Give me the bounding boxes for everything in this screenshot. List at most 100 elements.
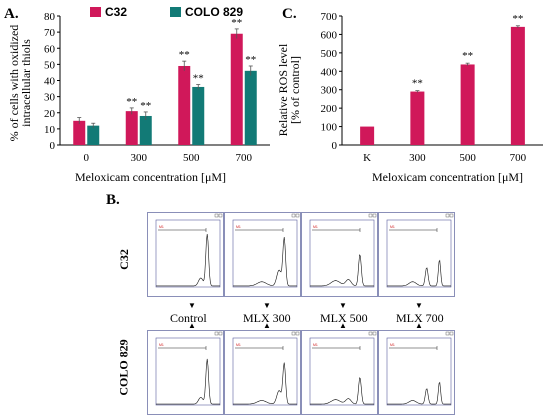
marker-label: M1 — [236, 225, 241, 229]
x-tick-label: K — [363, 152, 371, 164]
x-axis-label-a: Meloxicam concentration [μM] — [75, 170, 227, 184]
y-tick-label: 500 — [321, 48, 338, 60]
arrow-up-icon: ▲ — [415, 321, 423, 330]
significance-label: ** — [140, 100, 151, 112]
bar-colo829 — [192, 86, 205, 145]
flow-histogram-plot: M1 — [386, 213, 454, 288]
window-button-icon — [372, 213, 377, 218]
bar-ros — [360, 126, 375, 145]
window-button-icon — [214, 213, 219, 218]
arrow-up-icon: ▲ — [188, 321, 196, 330]
histogram-curve — [310, 254, 374, 287]
condition-label-mlx700: MLX 700 — [396, 311, 444, 325]
significance-label: ** — [231, 17, 242, 29]
bar-ros — [460, 64, 475, 145]
x-tick-label: 500 — [183, 152, 200, 164]
window-button-icon — [372, 331, 377, 336]
histogram-curve — [156, 358, 220, 405]
flow-histogram-plot: M1 — [386, 331, 454, 406]
flow-histogram-plot: M1 — [309, 213, 377, 288]
window-button-icon — [291, 213, 296, 218]
x-tick-label: 700 — [510, 152, 527, 164]
arrow-down-icon: ▼ — [263, 301, 271, 310]
significance-label: ** — [512, 13, 523, 25]
plot-frame — [232, 219, 298, 288]
marker-label: M1 — [159, 225, 164, 229]
row-label-colo829: COLO 829 — [116, 339, 131, 396]
plot-frame — [155, 219, 221, 288]
row-label-c32: C32 — [116, 249, 131, 270]
plot-frame — [309, 219, 375, 288]
bar-c32 — [73, 120, 86, 145]
legend-label-colo829: COLO 829 — [185, 5, 244, 19]
condition-label-control: Control — [170, 311, 207, 325]
legend-swatch-c32 — [90, 7, 101, 17]
plot-frame — [386, 219, 452, 288]
y-tick-label: 20 — [44, 108, 56, 120]
significance-label: ** — [193, 73, 204, 85]
bar-ros — [410, 91, 425, 145]
flow-histogram-plot: M1 — [232, 331, 300, 406]
x-axis-label-c: Meloxicam concentration [μM] — [372, 170, 524, 184]
histogram-curve — [233, 236, 297, 287]
bar-c32 — [178, 65, 191, 145]
condition-label-mlx300: MLX 300 — [243, 311, 291, 325]
histogram-curve — [387, 381, 451, 405]
histogram-curve — [310, 377, 374, 405]
flow-histogram-panel: M1 — [301, 330, 378, 415]
bar-c32 — [230, 33, 243, 145]
arrow-up-icon: ▲ — [339, 321, 347, 330]
window-button-icon — [368, 213, 373, 218]
bar-colo829 — [244, 70, 257, 145]
marker-label: M1 — [390, 343, 395, 347]
legend-label-c32: C32 — [105, 5, 128, 19]
bar-colo829 — [87, 125, 100, 145]
y-tick-label: 0 — [332, 140, 338, 152]
flow-histogram-panel: M1 — [224, 212, 301, 297]
flow-histogram-panel: M1 — [378, 330, 455, 415]
x-tick-label: 300 — [409, 152, 426, 164]
panel-a-letter: A. — [4, 6, 19, 22]
y-tick-label: 10 — [44, 124, 56, 136]
x-tick-label: 700 — [236, 152, 253, 164]
chart-c: 0 100 200 300 400 500 600 700 K 300 ** 500 ** 700 ** — [321, 11, 543, 164]
arrow-up-icon: ▲ — [263, 321, 271, 330]
histogram-curve — [156, 233, 220, 287]
window-button-icon — [291, 331, 296, 336]
plot-frame — [386, 337, 452, 406]
significance-label: ** — [245, 54, 256, 66]
plot-frame — [232, 337, 298, 406]
histogram-curve — [387, 259, 451, 287]
legend-swatch-colo829 — [170, 7, 181, 17]
significance-label: ** — [179, 49, 190, 61]
y-tick-label: 0 — [50, 140, 56, 152]
window-button-icon — [295, 213, 300, 218]
flow-histogram-plot: M1 — [155, 213, 223, 288]
flow-histogram-plot: M1 — [155, 331, 223, 406]
marker-label: M1 — [313, 343, 318, 347]
y-tick-label: 700 — [321, 11, 338, 23]
flow-histogram-plot: M1 — [309, 331, 377, 406]
flow-histogram-panel: M1 — [378, 212, 455, 297]
y-tick-label: 200 — [321, 103, 338, 115]
window-button-icon — [218, 331, 223, 336]
x-tick-label: 300 — [131, 152, 148, 164]
arrow-down-icon: ▼ — [339, 301, 347, 310]
plot-frame — [155, 337, 221, 406]
x-tick-label: 500 — [459, 152, 476, 164]
significance-label: ** — [462, 50, 473, 62]
window-button-icon — [368, 331, 373, 336]
marker-label: M1 — [236, 343, 241, 347]
arrow-down-icon: ▼ — [188, 301, 196, 310]
y-tick-label: 400 — [321, 66, 338, 78]
condition-label-mlx500: MLX 500 — [320, 311, 368, 325]
y-tick-label: 30 — [44, 92, 56, 104]
y-tick-label: 80 — [44, 11, 56, 23]
window-button-icon — [295, 331, 300, 336]
panel-c-letter: C. — [282, 6, 297, 22]
flow-histogram-panel: M1 — [147, 330, 224, 415]
histogram-curve — [233, 362, 297, 405]
marker-label: M1 — [313, 225, 318, 229]
y-tick-label: 600 — [321, 29, 338, 41]
